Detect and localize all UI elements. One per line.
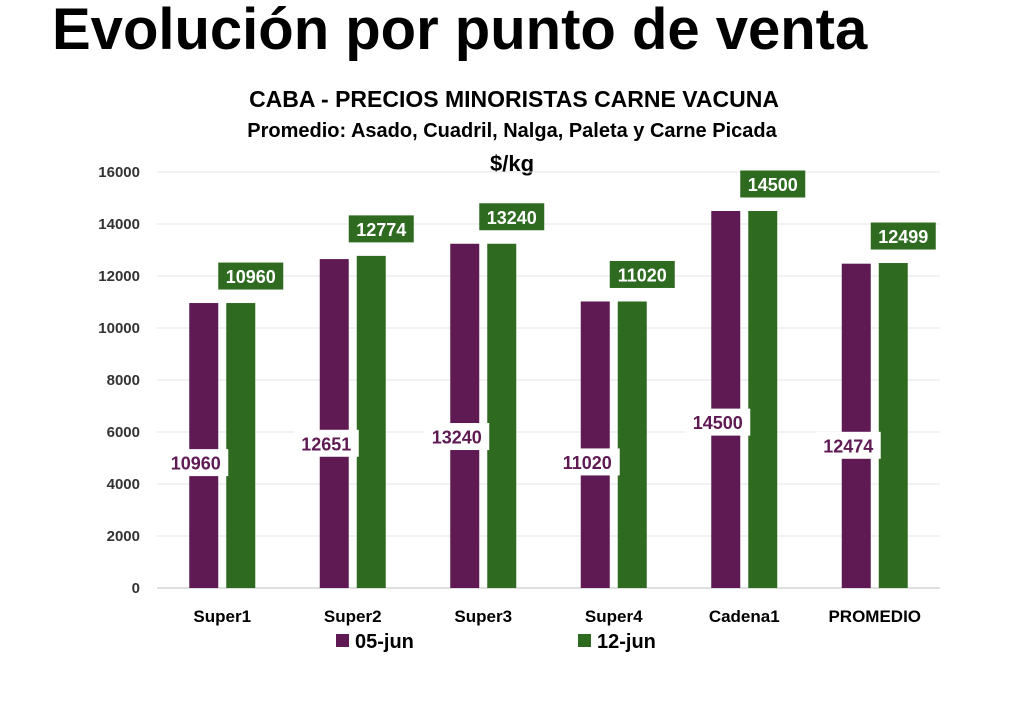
y-tick-label: 8000 — [107, 372, 140, 389]
data-label: 14500 — [740, 170, 806, 198]
data-label: 14500 — [685, 408, 751, 436]
data-label: 12774 — [348, 215, 414, 243]
data-label-text: 12499 — [878, 227, 928, 247]
legend-label: 12-jun — [597, 631, 656, 653]
data-label-box — [609, 260, 675, 288]
legend-label: 05-jun — [355, 631, 414, 653]
data-label-text: 13240 — [487, 208, 537, 228]
data-label: 13240 — [424, 423, 490, 451]
x-tick-label: Cadena1 — [709, 607, 780, 626]
y-tick-label: 0 — [132, 580, 140, 597]
bar-05-jun — [450, 243, 480, 588]
data-label-box — [424, 423, 490, 451]
data-label-text: 14500 — [748, 175, 798, 195]
data-label: 13240 — [479, 203, 545, 231]
bar-05-jun — [841, 263, 871, 588]
y-tick-label: 4000 — [107, 476, 140, 493]
data-label-text: 11020 — [618, 265, 667, 285]
data-label-text: 14500 — [693, 413, 743, 433]
bar-12-jun — [748, 211, 778, 588]
data-label: 10960 — [218, 262, 284, 290]
data-label-text: 10960 — [171, 454, 221, 474]
chart-title: CABA - PRECIOS MINORISTAS CARNE VACUNA — [249, 86, 779, 112]
legend-swatch — [336, 634, 349, 647]
y-tick-label: 12000 — [98, 268, 140, 285]
bar-12-jun — [356, 255, 386, 588]
data-label: 12499 — [870, 222, 936, 250]
bar-05-jun — [711, 211, 741, 588]
x-tick-label: PROMEDIO — [828, 607, 921, 626]
data-label-box — [685, 408, 751, 436]
data-label-box — [293, 429, 359, 457]
bar-05-jun — [319, 259, 349, 588]
page-title: Evolución por punto de venta — [52, 0, 868, 62]
data-label-text: 12474 — [823, 436, 873, 456]
x-tick-label: Super3 — [454, 607, 512, 626]
bar-12-jun — [878, 263, 908, 588]
data-label-box — [554, 448, 620, 476]
data-label: 11020 — [609, 260, 675, 288]
chart-subtitle: Promedio: Asado, Cuadril, Nalga, Paleta … — [247, 120, 777, 142]
data-label-text: 11020 — [563, 453, 612, 473]
y-tick-label: 10000 — [98, 320, 140, 337]
x-tick-label: Super2 — [324, 607, 382, 626]
data-label-box — [163, 449, 229, 477]
data-label-text: 12774 — [356, 220, 406, 240]
legend-swatch — [578, 634, 591, 647]
data-label-box — [348, 215, 414, 243]
bar-12-jun — [617, 301, 647, 588]
data-label-box — [870, 222, 936, 250]
y-tick-label: 16000 — [98, 164, 140, 181]
data-label: 12474 — [815, 431, 881, 459]
data-label-text: 12651 — [301, 434, 351, 454]
bar-05-jun — [580, 301, 610, 588]
y-tick-label: 14000 — [98, 216, 140, 233]
data-label-text: 10960 — [226, 267, 276, 287]
data-label: 11020 — [554, 448, 620, 476]
data-label-box — [218, 262, 284, 290]
bar-05-jun — [189, 303, 219, 588]
data-label-box — [479, 203, 545, 231]
data-label: 10960 — [163, 449, 229, 477]
bar-12-jun — [487, 243, 517, 588]
y-tick-label: 6000 — [107, 424, 140, 441]
data-label-box — [740, 170, 806, 198]
data-label-box — [815, 431, 881, 459]
data-label-text: 13240 — [432, 428, 482, 448]
y-tick-label: 2000 — [107, 528, 140, 545]
x-tick-label: Super4 — [585, 607, 643, 626]
x-tick-label: Super1 — [193, 607, 251, 626]
data-label: 12651 — [293, 429, 359, 457]
bar-12-jun — [226, 303, 256, 588]
